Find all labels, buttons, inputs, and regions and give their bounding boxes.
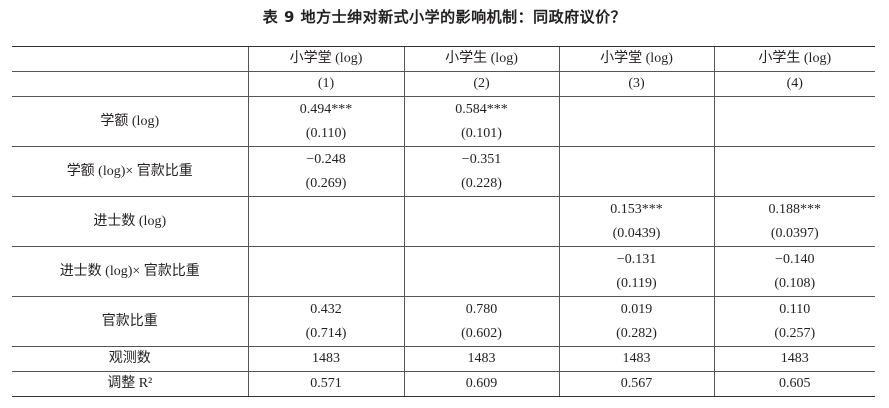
header-row: (1) (2) (3) (4) — [12, 71, 875, 97]
coefficient: 0.494*** — [299, 101, 353, 117]
value-cell: 0.605 — [713, 371, 875, 397]
standard-error: (0.108) — [774, 275, 816, 291]
data-row: 学额 (log)× 官款比重 −0.248 (0.269) −0.351 (0.228) — [12, 146, 875, 197]
value-cell — [403, 196, 559, 247]
coefficient: 0.110 — [779, 301, 811, 317]
coefficient: 0.153*** — [610, 201, 663, 217]
value-cell: 1483 — [558, 346, 714, 372]
data-row: 观测数 1483 1483 1483 1483 — [12, 346, 875, 372]
standard-error: (0.269) — [305, 175, 347, 191]
corner-cell — [12, 46, 248, 72]
standard-error: (0.0439) — [612, 225, 661, 241]
coefficient: −0.248 — [306, 151, 346, 167]
coefficient: 1483 — [622, 351, 651, 366]
value-cell — [558, 96, 714, 147]
data-row: 学额 (log) 0.494*** (0.110) 0.584*** (0.101) — [12, 96, 875, 147]
value-cell: 1483 — [247, 346, 404, 372]
standard-error: (0.119) — [616, 275, 657, 291]
regression-table: 小学堂 (log) 小学生 (log) 小学堂 (log) 小学生 (log) (1)(… — [12, 46, 875, 397]
value-cell: −0.351 (0.228) — [403, 146, 559, 197]
data-row: 进士数 (log) 0.153*** (0.0439) 0.188*** (0.0397… — [12, 196, 875, 247]
standard-error: (0.110) — [305, 125, 347, 141]
value-cell: 0.494*** (0.110) — [247, 96, 404, 147]
standard-error: (0.101) — [461, 125, 502, 141]
row-label: 学额 (log)× 官款比重 — [12, 146, 248, 197]
standard-error: (0.714) — [305, 325, 347, 341]
coefficient: 0.584*** — [455, 101, 508, 117]
standard-error: (0.0397) — [770, 225, 819, 241]
coefficient: 0.567 — [620, 376, 653, 391]
corner-cell — [12, 71, 248, 97]
value-cell: 0.567 — [558, 371, 714, 397]
value-cell — [713, 96, 875, 147]
column-name: 小学堂 (log) — [247, 46, 404, 72]
coefficient: 1483 — [467, 351, 496, 366]
standard-error: (0.228) — [461, 175, 502, 191]
row-label: 观测数 — [12, 346, 248, 372]
value-cell: 0.153*** (0.0439) — [558, 196, 714, 247]
value-cell — [247, 196, 404, 247]
value-cell: 0.780 (0.602) — [403, 296, 559, 347]
column-number: (4) — [713, 71, 875, 97]
value-cell: −0.248 (0.269) — [247, 146, 404, 197]
value-cell: 0.188*** (0.0397) — [713, 196, 875, 247]
coefficient: 0.605 — [779, 376, 811, 391]
column-name: 小学堂 (log) — [558, 46, 714, 72]
value-cell — [247, 246, 404, 297]
column-number: (1) — [247, 71, 404, 97]
column-number: (3) — [558, 71, 714, 97]
row-label: 学额 (log) — [12, 96, 248, 147]
column-name: 小学生 (log) — [713, 46, 875, 72]
value-cell: 0.584*** (0.101) — [403, 96, 559, 147]
value-cell: 0.110 (0.257) — [713, 296, 875, 347]
coefficient: −0.351 — [461, 151, 502, 167]
standard-error: (0.282) — [616, 325, 657, 341]
value-cell: 0.609 — [403, 371, 559, 397]
value-cell: 1483 — [713, 346, 875, 372]
coefficient: −0.140 — [775, 251, 815, 267]
value-cell — [713, 146, 875, 197]
column-number: (2) — [403, 71, 559, 97]
value-cell: 0.432 (0.714) — [247, 296, 404, 347]
coefficient: 1483 — [780, 351, 809, 366]
value-cell: −0.131 (0.119) — [558, 246, 714, 297]
value-cell: 0.019 (0.282) — [558, 296, 714, 347]
value-cell: −0.140 (0.108) — [713, 246, 875, 297]
coefficient: 0.571 — [310, 376, 342, 391]
table-title: 表 9 地方士绅对新式小学的影响机制：同政府议价？ — [262, 8, 627, 26]
data-row: 进士数 (log)× 官款比重 −0.131 (0.119) −0.140 (0.108… — [12, 246, 875, 297]
coefficient: 0.780 — [465, 301, 498, 317]
row-label: 官款比重 — [12, 296, 248, 347]
value-cell — [403, 246, 559, 297]
coefficient: 0.609 — [465, 376, 498, 391]
coefficient: 1483 — [312, 351, 340, 366]
coefficient: 0.432 — [310, 301, 342, 317]
row-label: 调整 R² — [12, 371, 248, 397]
value-cell: 0.571 — [247, 371, 404, 397]
coefficient: −0.131 — [616, 251, 657, 267]
value-cell: 1483 — [403, 346, 559, 372]
coefficient: 0.019 — [620, 301, 653, 317]
data-row: 官款比重 0.432 (0.714) 0.780 (0.602) 0.019 (0.282)… — [12, 296, 875, 347]
row-label: 进士数 (log) — [12, 196, 248, 247]
value-cell — [558, 146, 714, 197]
standard-error: (0.257) — [774, 325, 816, 341]
data-row: 调整 R² 0.571 0.609 0.567 0.605 — [12, 371, 875, 397]
header-row: 小学堂 (log) 小学生 (log) 小学堂 (log) 小学生 (log) — [12, 46, 875, 72]
coefficient: 0.188*** — [768, 201, 822, 217]
column-name: 小学生 (log) — [403, 46, 559, 72]
standard-error: (0.602) — [461, 325, 502, 341]
row-label: 进士数 (log)× 官款比重 — [12, 246, 248, 297]
